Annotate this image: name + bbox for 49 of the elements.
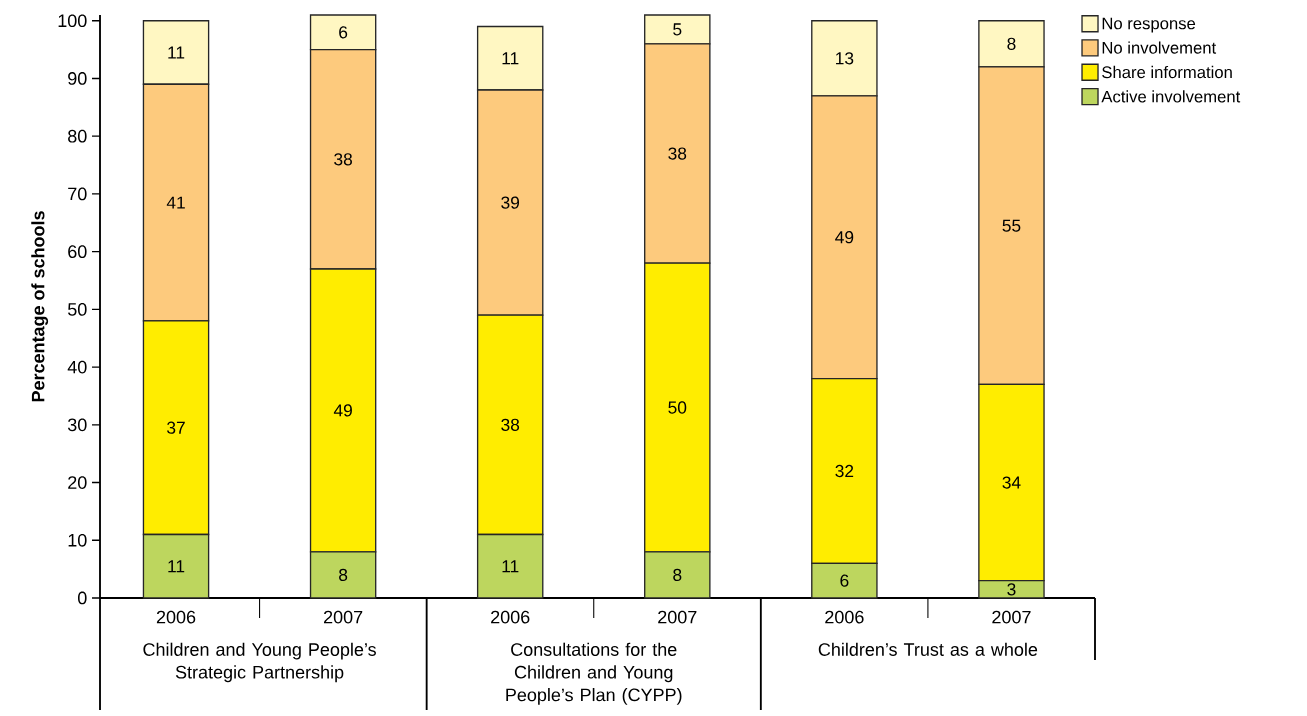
y-tick-label: 30 bbox=[67, 418, 87, 432]
y-tick-label: 60 bbox=[68, 245, 87, 259]
y-tick-label: 100 bbox=[58, 14, 87, 28]
data-label: 38 bbox=[334, 153, 352, 166]
data-label: 55 bbox=[1002, 219, 1021, 232]
y-tick-label: 0 bbox=[78, 591, 87, 605]
legend-label: Active involvement bbox=[1101, 90, 1241, 103]
data-label: 11 bbox=[168, 46, 185, 59]
y-tick-label: 80 bbox=[68, 129, 87, 143]
x-tick-label: 2007 bbox=[992, 610, 1031, 624]
data-label: 50 bbox=[668, 401, 687, 414]
data-label: 11 bbox=[168, 560, 185, 573]
data-label: 6 bbox=[339, 26, 348, 39]
y-tick-label: 70 bbox=[68, 187, 87, 201]
legend-label: Share information bbox=[1102, 65, 1232, 79]
y-tick-label: 90 bbox=[68, 72, 87, 85]
y-axis-title: Percentage of schools bbox=[31, 211, 49, 402]
data-label: 37 bbox=[167, 421, 185, 434]
text: Children and Young People’s Strategic Partnership bbox=[143, 642, 376, 683]
text: Children’s Trust as a whole bbox=[818, 642, 1038, 656]
y-tick-label: 40 bbox=[67, 360, 87, 374]
data-label: 8 bbox=[673, 568, 682, 582]
x-tick-label: 2007 bbox=[323, 610, 363, 624]
legend-label: No involvement bbox=[1102, 41, 1217, 54]
y-tick-label: 10 bbox=[68, 533, 87, 547]
legend-label: No response bbox=[1102, 17, 1196, 33]
data-label: 41 bbox=[166, 196, 185, 209]
data-label: 5 bbox=[673, 23, 682, 36]
data-label: 13 bbox=[836, 52, 854, 65]
data-label: 49 bbox=[835, 231, 854, 244]
data-label: 38 bbox=[501, 418, 520, 431]
data-label: 34 bbox=[1002, 476, 1021, 489]
data-label: 39 bbox=[501, 196, 520, 209]
text: Consultations for the Children and Young People’s Plan (CYPP) bbox=[506, 642, 682, 705]
y-tick-label: 20 bbox=[68, 476, 87, 489]
data-label: 3 bbox=[1007, 583, 1016, 596]
data-label: 8 bbox=[339, 568, 348, 582]
data-label: 49 bbox=[333, 404, 352, 417]
x-tick-label: 2007 bbox=[658, 610, 697, 624]
data-label: 38 bbox=[668, 147, 687, 160]
data-label: 11 bbox=[502, 52, 519, 65]
data-label: 11 bbox=[502, 560, 519, 573]
y-tick-label: 50 bbox=[67, 303, 87, 316]
x-tick-label: 2006 bbox=[825, 610, 864, 624]
x-tick-label: 2006 bbox=[491, 610, 530, 624]
data-label: 6 bbox=[840, 574, 849, 587]
data-label: 32 bbox=[835, 464, 854, 478]
x-tick-label: 2006 bbox=[156, 610, 196, 624]
data-label: 8 bbox=[1007, 37, 1016, 50]
